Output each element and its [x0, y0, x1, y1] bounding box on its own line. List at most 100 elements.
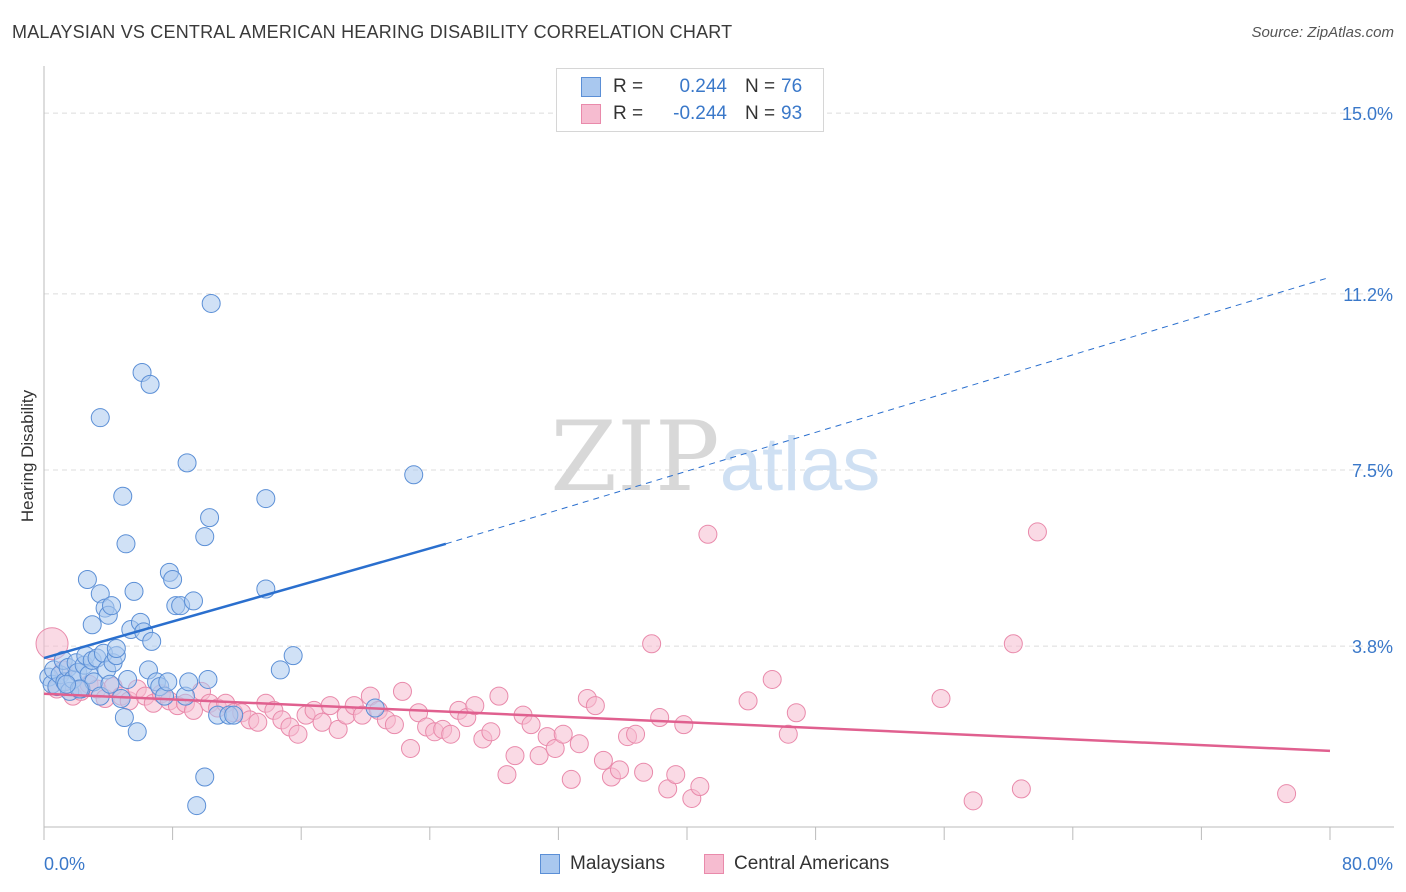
central-american-point [384, 715, 404, 735]
blue-swatch-icon [540, 854, 560, 874]
legend-label: Central Americans [734, 853, 890, 874]
malaysian-point [201, 293, 221, 313]
central-american-point [248, 712, 268, 732]
malaysian-point [114, 708, 134, 728]
y-tick-label: 7.5% [1352, 461, 1393, 481]
trend-lines [43, 276, 1331, 753]
axes [43, 66, 1394, 840]
central-american-point [497, 765, 517, 785]
malaysian-point [195, 527, 215, 547]
central-american-point [505, 746, 525, 766]
r-value: 0.244 [679, 76, 727, 97]
central-american-point [650, 708, 670, 728]
central-american-point [666, 765, 686, 785]
central-american-point [1003, 634, 1023, 654]
watermark-zip: ZIP [550, 401, 719, 513]
y-tick-label: 3.8% [1352, 637, 1393, 657]
legend-row-malaysians: R = 0.244 N = 76 [581, 74, 802, 100]
r-label: R = [613, 103, 644, 124]
central-american-point [658, 779, 678, 799]
central-americans-trend-line [43, 692, 1331, 753]
malaysian-point [158, 672, 178, 692]
central-american-point [593, 750, 613, 770]
malaysian-point [118, 669, 138, 689]
malaysian-point [198, 669, 218, 689]
malaysian-point [283, 646, 303, 666]
r-label: R = [613, 76, 644, 97]
pink-swatch-icon [581, 104, 601, 124]
malaysian-point [106, 639, 126, 659]
central-american-point [569, 734, 589, 754]
malaysian-point [187, 796, 207, 816]
central-american-point [288, 724, 308, 744]
grid-lines [44, 112, 1394, 647]
malaysian-point [116, 534, 136, 554]
central-american-point [312, 712, 332, 732]
central-american-point [634, 762, 654, 782]
central-american-point [529, 746, 549, 766]
chart-title: MALAYSIAN VS CENTRAL AMERICAN HEARING DI… [12, 22, 733, 42]
malaysian-point [140, 374, 160, 394]
central-americans-points [35, 522, 1297, 811]
bottom-legend-malaysians: Malaysians [540, 851, 665, 877]
correlation-legend: R = 0.244 N = 76 R = -0.244 N = 93 [556, 68, 824, 132]
central-american-point [674, 715, 694, 735]
central-american-point [481, 722, 501, 742]
malaysians-trend-line [43, 542, 447, 660]
bottom-legend-central-americans: Central Americans [704, 851, 889, 877]
legend-row-central-americans: R = -0.244 N = 93 [581, 101, 802, 127]
legend-label: Malaysians [570, 853, 666, 874]
tick-labels: 3.8% 7.5% 11.2% 15.0% 0.0% 80.0% [44, 104, 1393, 874]
central-american-point [545, 738, 565, 758]
malaysian-point [127, 722, 147, 742]
blue-swatch-icon [581, 77, 601, 97]
y-tick-label: 15.0% [1342, 104, 1393, 124]
central-american-point [441, 724, 461, 744]
source-label: Source: ZipAtlas.com [1251, 24, 1394, 41]
central-american-point [409, 703, 429, 723]
central-american-point [585, 696, 605, 716]
malaysian-point [77, 570, 97, 590]
malaysian-point [179, 672, 199, 692]
malaysian-point [57, 674, 77, 694]
central-american-point [931, 688, 951, 708]
n-value: 93 [781, 103, 803, 124]
central-american-point [1011, 779, 1031, 799]
central-american-point [401, 738, 421, 758]
watermark: ZIP atlas [550, 401, 880, 513]
malaysian-point [82, 615, 102, 635]
pink-swatch-icon [704, 854, 724, 874]
central-american-point [778, 724, 798, 744]
r-value: -0.244 [673, 103, 727, 124]
malaysian-point [163, 570, 183, 590]
central-american-point [561, 769, 581, 789]
n-value: 76 [781, 76, 803, 97]
central-american-point [1277, 784, 1297, 804]
malaysian-point [142, 631, 162, 651]
central-american-point [762, 669, 782, 689]
central-american-point [626, 724, 646, 744]
central-american-point [489, 686, 509, 706]
n-label: N = [745, 103, 776, 124]
central-american-point [698, 524, 718, 544]
malaysian-point [100, 674, 120, 694]
malaysian-point [177, 453, 197, 473]
central-american-point [786, 703, 806, 723]
central-american-point [690, 777, 710, 797]
malaysian-point [90, 408, 110, 428]
central-american-point [465, 696, 485, 716]
malaysian-point [256, 489, 276, 509]
central-american-point [553, 724, 573, 744]
malaysian-point [102, 596, 122, 616]
central-american-point [963, 791, 983, 811]
central-american-point [392, 681, 412, 701]
malaysian-point [195, 767, 215, 787]
malaysian-point [183, 591, 203, 611]
watermark-atlas: atlas [720, 422, 881, 507]
n-label: N = [745, 76, 776, 97]
central-american-point [738, 691, 758, 711]
malaysian-point [270, 660, 290, 680]
malaysian-point [404, 465, 424, 485]
y-tick-label: 11.2% [1343, 285, 1393, 305]
